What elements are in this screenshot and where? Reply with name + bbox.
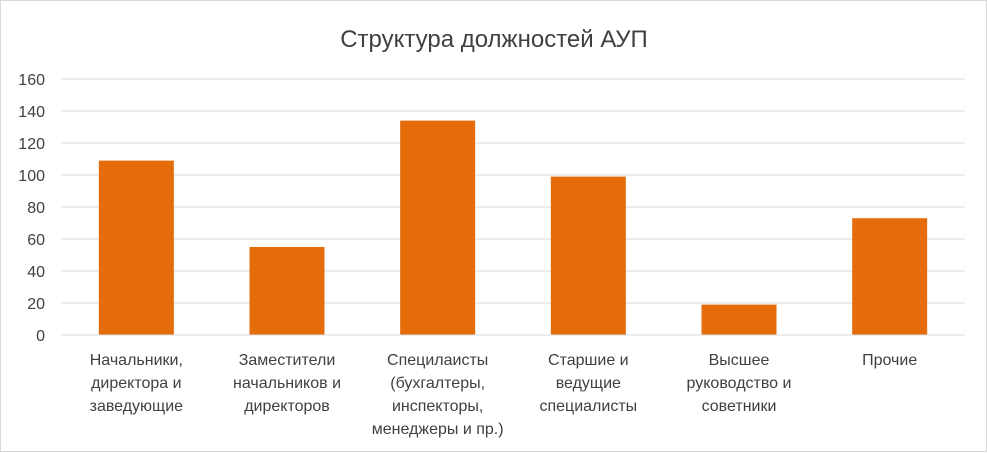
x-category-label: Специлаисты (бухгалтеры, инспекторы, менедж… xyxy=(372,352,504,438)
x-category-label-line: директоров xyxy=(244,398,330,415)
bar xyxy=(701,304,777,335)
x-category-label-line: Старшие и xyxy=(548,352,629,369)
y-tick-label: 60 xyxy=(27,232,45,249)
x-category-label-line: инспекторы, xyxy=(392,398,483,415)
y-tick-label: 80 xyxy=(27,200,45,217)
y-tick-label: 140 xyxy=(18,104,45,121)
bar xyxy=(400,120,476,335)
x-category-label-line: специалисты xyxy=(539,398,637,415)
x-category-label-line: руководство и xyxy=(687,375,792,392)
y-tick-label: 160 xyxy=(18,72,45,89)
x-category-label-line: директора и xyxy=(91,375,181,392)
x-axis-categories: Начальники, директора и заведующие Заместит… xyxy=(90,352,918,438)
bar xyxy=(550,176,626,335)
x-category-label-line: Начальники, xyxy=(90,352,183,369)
x-category-label-line: советники xyxy=(702,398,777,415)
x-category-label-line: Специлаисты xyxy=(387,352,488,369)
y-axis-ticks: 0 20 40 60 80 100 120 140 160 xyxy=(18,72,45,345)
x-category-label-line: менеджеры и пр.) xyxy=(372,421,504,438)
bars xyxy=(98,120,928,335)
y-tick-label: 0 xyxy=(36,328,45,345)
bar xyxy=(249,247,325,335)
x-category-label-line: (бухгалтеры, xyxy=(390,375,485,392)
bar xyxy=(98,160,174,335)
x-category-label: Старшие и ведущие специалисты xyxy=(539,352,637,415)
gridlines xyxy=(61,78,965,304)
chart-title: Структура должностей АУП xyxy=(340,26,648,53)
x-category-label: Высшее руководство и советники xyxy=(687,352,792,415)
y-tick-label: 40 xyxy=(27,264,45,281)
bar xyxy=(852,218,928,335)
x-category-label-line: заведующие xyxy=(90,398,184,415)
y-tick-label: 100 xyxy=(18,168,45,185)
x-category-label: Начальники, директора и заведующие xyxy=(90,352,184,415)
y-tick-label: 120 xyxy=(18,136,45,153)
x-category-label-line: Высшее xyxy=(709,352,770,369)
x-category-label-line: Прочие xyxy=(862,352,917,369)
x-category-label-line: ведущие xyxy=(556,375,621,392)
y-tick-label: 20 xyxy=(27,296,45,313)
x-category-label-line: начальников и xyxy=(233,375,341,392)
x-category-label: Прочие xyxy=(862,352,917,369)
x-category-label: Заместители начальников и директоров xyxy=(233,352,341,415)
x-category-label-line: Заместители xyxy=(239,352,336,369)
